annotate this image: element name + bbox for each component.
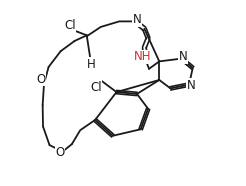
- Text: Cl: Cl: [64, 19, 76, 32]
- Text: N: N: [133, 13, 141, 26]
- Text: H: H: [87, 58, 96, 71]
- Text: NH: NH: [134, 50, 151, 63]
- Text: N: N: [179, 50, 188, 63]
- Text: O: O: [36, 73, 45, 86]
- Text: N: N: [186, 79, 195, 92]
- Text: O: O: [55, 146, 64, 159]
- Text: Cl: Cl: [90, 81, 102, 94]
